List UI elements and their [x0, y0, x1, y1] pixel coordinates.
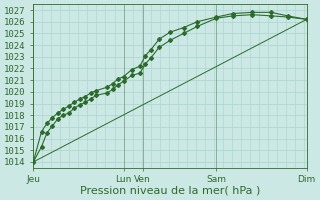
X-axis label: Pression niveau de la mer( hPa ): Pression niveau de la mer( hPa ) — [80, 186, 260, 196]
